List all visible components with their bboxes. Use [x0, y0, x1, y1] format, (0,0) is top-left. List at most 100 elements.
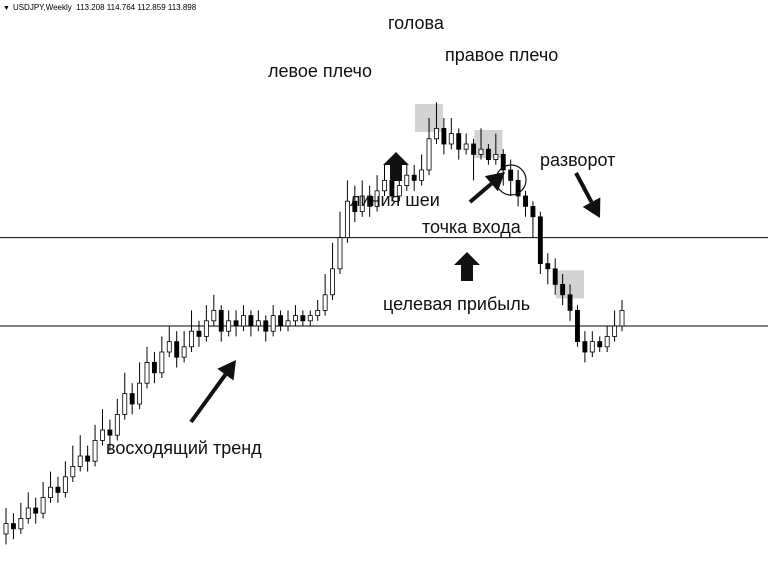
candle-body — [434, 127, 439, 140]
candle — [359, 180, 365, 217]
candle-body — [226, 320, 232, 332]
candle — [203, 305, 209, 342]
candle-body — [181, 346, 187, 358]
candle — [456, 128, 462, 160]
candle-body — [211, 309, 217, 322]
candle-body — [159, 351, 165, 374]
label-reversal: разворот — [540, 150, 616, 170]
candle-body — [144, 361, 150, 384]
candle — [70, 445, 76, 482]
candle-body — [189, 330, 194, 348]
label-left-shoulder: левое плечо — [268, 61, 372, 81]
arrow-icon — [574, 172, 601, 218]
candle — [560, 274, 566, 306]
candle-body — [330, 268, 335, 296]
candle — [523, 190, 528, 217]
candle-body — [151, 361, 157, 374]
up-arrow-icon — [383, 152, 409, 181]
candle-body — [612, 325, 618, 337]
candle-body — [485, 148, 491, 160]
candle — [226, 310, 232, 337]
candle — [211, 294, 217, 326]
symbol-label: USDJPY,Weekly — [12, 3, 72, 12]
candle — [448, 118, 454, 150]
candle-body — [137, 382, 143, 405]
candle-body — [307, 315, 313, 322]
candle-body — [85, 455, 91, 462]
candle-body — [166, 341, 172, 353]
label-neckline: линия шеи — [350, 190, 440, 210]
candle — [62, 461, 68, 498]
candle — [55, 476, 61, 503]
candle-body — [285, 320, 291, 327]
candle — [151, 352, 157, 384]
candle — [419, 154, 425, 186]
candle — [107, 419, 113, 451]
chevron-down-icon[interactable]: ▼ — [3, 5, 10, 12]
candle-body — [508, 169, 514, 181]
candle — [493, 133, 499, 165]
candle — [552, 258, 558, 295]
candle — [597, 336, 603, 352]
candle-body — [33, 507, 39, 514]
candle-body — [463, 143, 469, 150]
candle — [530, 201, 536, 238]
candle-body — [441, 127, 447, 145]
candle — [137, 362, 143, 410]
candle-body — [25, 507, 31, 519]
candle-body — [293, 315, 298, 322]
candle-body — [233, 320, 239, 327]
label-right-shoulder: правое плечо — [445, 45, 559, 65]
candle-body — [122, 393, 128, 415]
candle-body — [471, 143, 477, 155]
candle — [434, 102, 439, 144]
entry-circle — [495, 164, 527, 196]
candle-body — [255, 320, 261, 327]
candle — [315, 300, 321, 321]
candle — [485, 144, 491, 165]
candle — [285, 310, 291, 332]
candle-body — [315, 309, 321, 316]
candle — [166, 326, 172, 358]
candle — [48, 471, 53, 503]
ohlc-values: 113.208 114.764 112.859 113.898 — [76, 3, 197, 12]
candle — [582, 331, 588, 363]
candle-body — [129, 393, 135, 405]
candle-body — [352, 200, 358, 212]
arrow-icon — [468, 172, 505, 204]
label-uptrend: восходящий тренд — [106, 438, 262, 458]
candle-body — [597, 341, 603, 348]
candle-body — [107, 429, 113, 436]
candle-body — [545, 263, 551, 270]
candle-body — [575, 309, 580, 342]
label-target-profit: целевая прибыль — [383, 294, 531, 314]
candle-body — [203, 320, 209, 337]
candle-body — [241, 315, 246, 327]
candle — [589, 331, 595, 358]
candle — [85, 445, 91, 472]
candle-body — [10, 523, 16, 530]
candle — [515, 170, 521, 207]
candle — [129, 383, 135, 415]
candle-body — [300, 315, 306, 322]
candle-body — [248, 315, 254, 327]
candle-body — [382, 179, 387, 192]
candle — [3, 508, 9, 545]
candle — [508, 159, 514, 196]
candle — [344, 180, 350, 243]
candle-body — [523, 195, 528, 207]
candle — [189, 310, 194, 352]
candle-body — [426, 138, 432, 171]
candle — [367, 185, 373, 217]
candle — [337, 211, 343, 274]
candle — [322, 274, 328, 316]
candle — [181, 331, 187, 363]
candle — [404, 164, 410, 191]
candle — [293, 305, 298, 326]
candle-body — [263, 320, 269, 332]
candle — [18, 502, 24, 534]
symbol-header: ▼ USDJPY,Weekly 113.208 114.764 112.859 1… — [3, 3, 196, 12]
candle — [352, 185, 358, 222]
candle-body — [530, 205, 536, 218]
